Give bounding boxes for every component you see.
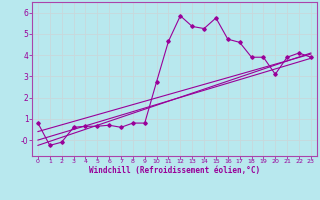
X-axis label: Windchill (Refroidissement éolien,°C): Windchill (Refroidissement éolien,°C): [89, 166, 260, 175]
